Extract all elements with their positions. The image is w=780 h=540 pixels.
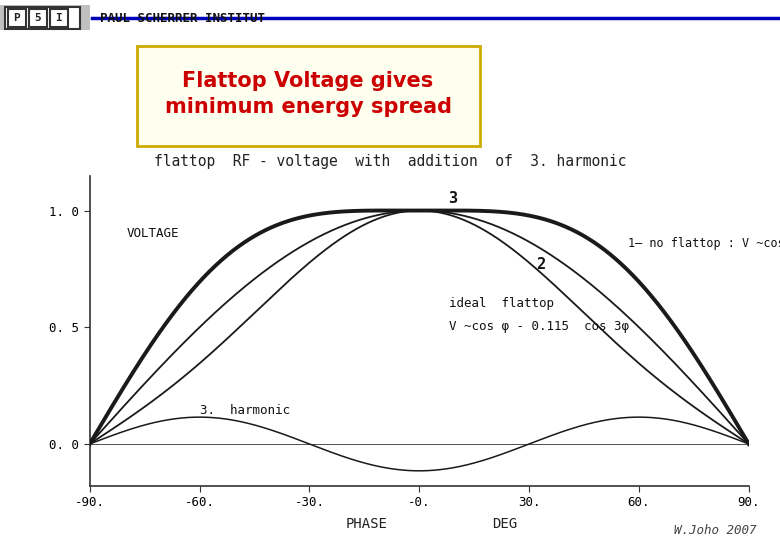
Text: Flattop Voltage gives
minimum energy spread: Flattop Voltage gives minimum energy spr…	[165, 71, 452, 117]
FancyBboxPatch shape	[136, 46, 480, 146]
Text: V ~cos φ - 0.115  cos 3φ: V ~cos φ - 0.115 cos 3φ	[448, 320, 629, 333]
Text: P: P	[13, 13, 20, 23]
Bar	[8, 9, 26, 27]
Text: PHASE: PHASE	[346, 517, 388, 531]
Text: ideal  flattop: ideal flattop	[448, 297, 554, 310]
Text: flattop  RF - voltage  with  addition  of  3. harmonic: flattop RF - voltage with addition of 3.…	[154, 154, 626, 169]
Text: 5: 5	[34, 13, 41, 23]
Text: 2: 2	[537, 257, 545, 272]
Bar	[0, 5, 90, 30]
Text: PAUL SCHERRER INSTITUT: PAUL SCHERRER INSTITUT	[100, 11, 265, 24]
Text: 1– no flattop : V ~cos φ: 1– no flattop : V ~cos φ	[628, 237, 780, 249]
Text: 3.  harmonic: 3. harmonic	[200, 404, 289, 417]
Bar	[5, 7, 80, 29]
Bar	[50, 9, 68, 27]
Bar	[29, 9, 47, 27]
Text: 3: 3	[448, 191, 458, 206]
Text: DEG: DEG	[492, 517, 517, 531]
Text: VOLTAGE: VOLTAGE	[126, 227, 179, 240]
Text: W.Joho 2007: W.Joho 2007	[674, 524, 757, 537]
Text: I: I	[55, 13, 62, 23]
